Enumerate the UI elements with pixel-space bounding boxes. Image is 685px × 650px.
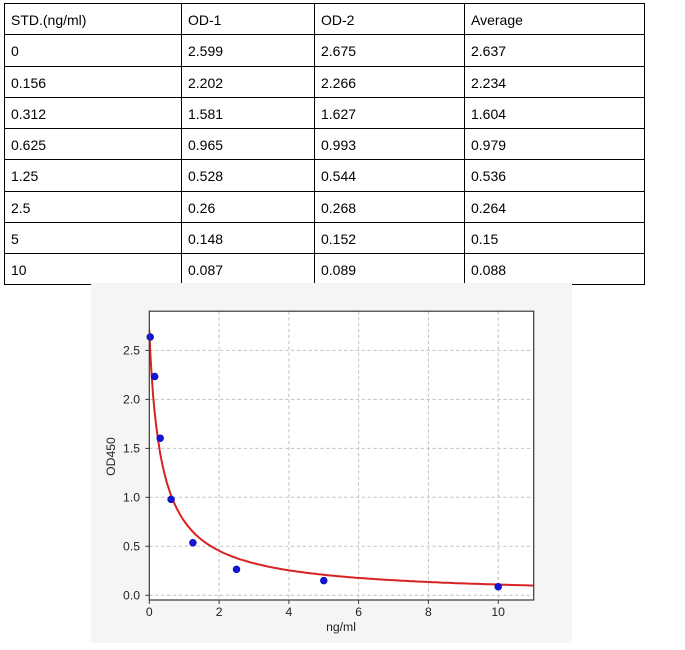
svg-text:2.5: 2.5 — [123, 343, 140, 357]
svg-text:8: 8 — [425, 605, 432, 619]
svg-text:6: 6 — [355, 605, 362, 619]
svg-text:ng/ml: ng/ml — [326, 620, 356, 634]
svg-text:2.0: 2.0 — [123, 392, 140, 406]
svg-text:1.5: 1.5 — [123, 441, 140, 455]
svg-text:4: 4 — [285, 605, 292, 619]
svg-text:0.0: 0.0 — [123, 588, 140, 602]
svg-text:2: 2 — [215, 605, 222, 619]
svg-text:1.0: 1.0 — [123, 490, 140, 504]
svg-text:0.5: 0.5 — [123, 539, 140, 553]
svg-text:0: 0 — [146, 605, 153, 619]
svg-text:10: 10 — [491, 605, 505, 619]
svg-text:OD450: OD450 — [103, 436, 117, 475]
